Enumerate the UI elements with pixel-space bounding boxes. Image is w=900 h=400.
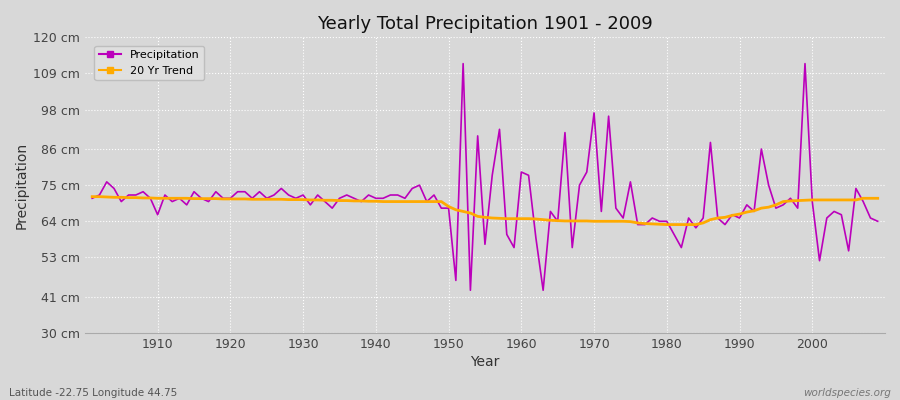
Legend: Precipitation, 20 Yr Trend: Precipitation, 20 Yr Trend	[94, 46, 204, 80]
Title: Yearly Total Precipitation 1901 - 2009: Yearly Total Precipitation 1901 - 2009	[317, 15, 652, 33]
Text: worldspecies.org: worldspecies.org	[803, 388, 891, 398]
X-axis label: Year: Year	[471, 355, 500, 369]
Y-axis label: Precipitation: Precipitation	[15, 142, 29, 229]
Text: Latitude -22.75 Longitude 44.75: Latitude -22.75 Longitude 44.75	[9, 388, 177, 398]
